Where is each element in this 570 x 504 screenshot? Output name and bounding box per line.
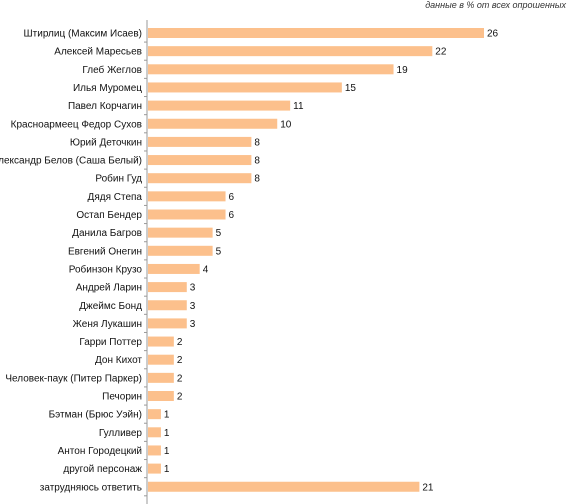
category-label: Остап Бендер [76, 210, 142, 221]
value-label: 26 [487, 29, 499, 40]
category-label: Гарри Поттер [79, 337, 142, 348]
value-label: 3 [190, 301, 196, 312]
category-label: затрудняюсь ответить [40, 482, 142, 493]
bar [148, 82, 342, 93]
category-label: Алексей Маресьев [54, 47, 142, 58]
value-label: 2 [177, 337, 183, 348]
category-label: Евгений Онегин [68, 246, 142, 257]
category-label: Александр Белов (Саша Белый) [0, 156, 142, 167]
category-label: Данила Багров [72, 228, 142, 239]
bar [148, 245, 213, 256]
value-label: 11 [293, 101, 304, 112]
category-label: Павел Корчагин [68, 101, 142, 112]
bar [148, 282, 187, 293]
category-label: Антон Городецкий [58, 446, 142, 457]
category-label: Красноармеец Федор Сухов [11, 119, 142, 130]
bar [148, 372, 174, 383]
value-label: 15 [345, 83, 357, 94]
category-label: Джеймс Бонд [79, 301, 142, 312]
bar [148, 300, 187, 311]
value-label: 5 [216, 246, 222, 257]
bar [148, 209, 226, 220]
category-label: Штирлиц (Максим Исаев) [24, 29, 143, 40]
category-label: Дон Кихот [95, 355, 142, 366]
bar [148, 118, 278, 129]
category-label: Илья Муромец [73, 83, 142, 94]
bar [148, 391, 174, 401]
category-label: Дядя Степа [88, 192, 143, 203]
bar [148, 263, 200, 274]
category-label: Человек-паук (Питер Паркер) [5, 373, 142, 384]
bar [148, 463, 161, 474]
value-label: 22 [435, 47, 447, 58]
bar [148, 191, 226, 202]
category-label: Печорин [102, 392, 142, 403]
value-label: 2 [177, 355, 183, 366]
value-label: 10 [280, 119, 292, 130]
bar [148, 46, 433, 57]
value-label: 2 [177, 392, 183, 403]
value-label: 2 [177, 373, 183, 384]
chart-note: данные в % от всех опрошенных [425, 0, 566, 10]
bar [148, 354, 174, 365]
bar [148, 409, 161, 420]
category-label: другой персонаж [63, 464, 142, 475]
value-label: 8 [254, 174, 260, 185]
value-label: 6 [229, 192, 235, 203]
bar [148, 445, 161, 456]
value-label: 21 [422, 482, 434, 493]
bar [148, 227, 213, 238]
bar [148, 100, 291, 111]
bar [148, 481, 420, 492]
bar [148, 427, 161, 438]
value-label: 1 [164, 410, 170, 421]
bar [148, 336, 174, 347]
value-label: 1 [164, 428, 170, 439]
value-label: 19 [397, 65, 409, 76]
value-label: 3 [190, 319, 196, 330]
bar [148, 318, 187, 329]
value-label: 1 [164, 446, 170, 457]
value-label: 8 [254, 137, 260, 148]
category-label: Женя Лукашин [73, 319, 142, 330]
value-label: 5 [216, 228, 222, 239]
category-label: Андрей Ларин [76, 283, 142, 294]
value-label: 4 [203, 264, 209, 275]
category-label: Гулливер [99, 428, 143, 439]
value-label: 3 [190, 283, 196, 294]
category-label: Робинзон Крузо [69, 263, 143, 275]
category-label: Юрий Деточкин [70, 137, 142, 148]
value-label: 6 [229, 210, 235, 221]
category-label: Робин Гуд [95, 173, 142, 185]
bar [148, 136, 252, 147]
bar [148, 173, 252, 184]
category-label: Глеб Жеглов [82, 64, 142, 76]
bar [148, 28, 484, 38]
value-label: 8 [254, 156, 260, 167]
bar [148, 64, 394, 75]
category-label: Бэтман (Брюс Уэйн) [49, 410, 142, 421]
bar [148, 155, 252, 166]
value-label: 1 [164, 464, 170, 475]
